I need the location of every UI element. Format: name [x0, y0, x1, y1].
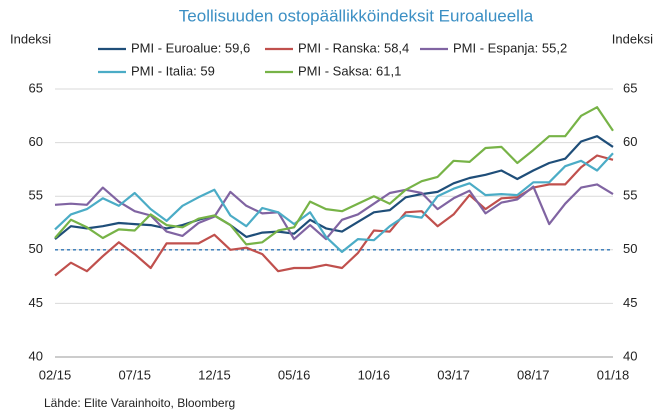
- legend-label: PMI - Italia: 59: [131, 63, 215, 78]
- y2-axis-label: Indeksi: [612, 31, 653, 46]
- x-tick-label: 08/17: [517, 367, 550, 382]
- y-tick-label: 65: [29, 80, 43, 95]
- y2-tick-label: 55: [623, 188, 637, 203]
- legend-label: PMI - Saksa: 61,1: [298, 63, 401, 78]
- x-tick-label: 01/18: [597, 367, 630, 382]
- y-axis-label: Indeksi: [10, 31, 51, 46]
- series-line: [54, 135, 614, 240]
- x-tick-label: 07/15: [118, 367, 151, 382]
- series-line: [54, 106, 614, 246]
- y-tick-label: 40: [29, 348, 43, 363]
- y2-tick-label: 40: [623, 348, 637, 363]
- chart-title: Teollisuuden ostopäällikköindeksit Euroa…: [179, 6, 534, 25]
- y2-tick-label: 50: [623, 241, 637, 256]
- series-line: [54, 152, 614, 253]
- y2-tick-label: 45: [623, 295, 637, 310]
- y-tick-label: 55: [29, 188, 43, 203]
- legend-label: PMI - Ranska: 58,4: [298, 40, 409, 55]
- y2-tick-label: 60: [623, 134, 637, 149]
- legend-label: PMI - Espanja: 55,2: [453, 40, 567, 55]
- y-tick-label: 45: [29, 295, 43, 310]
- x-tick-label: 10/16: [358, 367, 391, 382]
- source: Lähde: Elite Varainhoito, Bloomberg: [44, 396, 235, 410]
- x-tick-label: 05/16: [278, 367, 311, 382]
- x-tick-label: 12/15: [198, 367, 231, 382]
- y-tick-label: 50: [29, 241, 43, 256]
- y-tick-label: 60: [29, 134, 43, 149]
- series-line: [54, 183, 614, 241]
- legend-label: PMI - Euroalue: 59,6: [131, 40, 250, 55]
- x-tick-label: 02/15: [39, 367, 72, 382]
- y2-tick-label: 65: [623, 80, 637, 95]
- series-line: [54, 154, 614, 277]
- x-tick-label: 03/17: [437, 367, 470, 382]
